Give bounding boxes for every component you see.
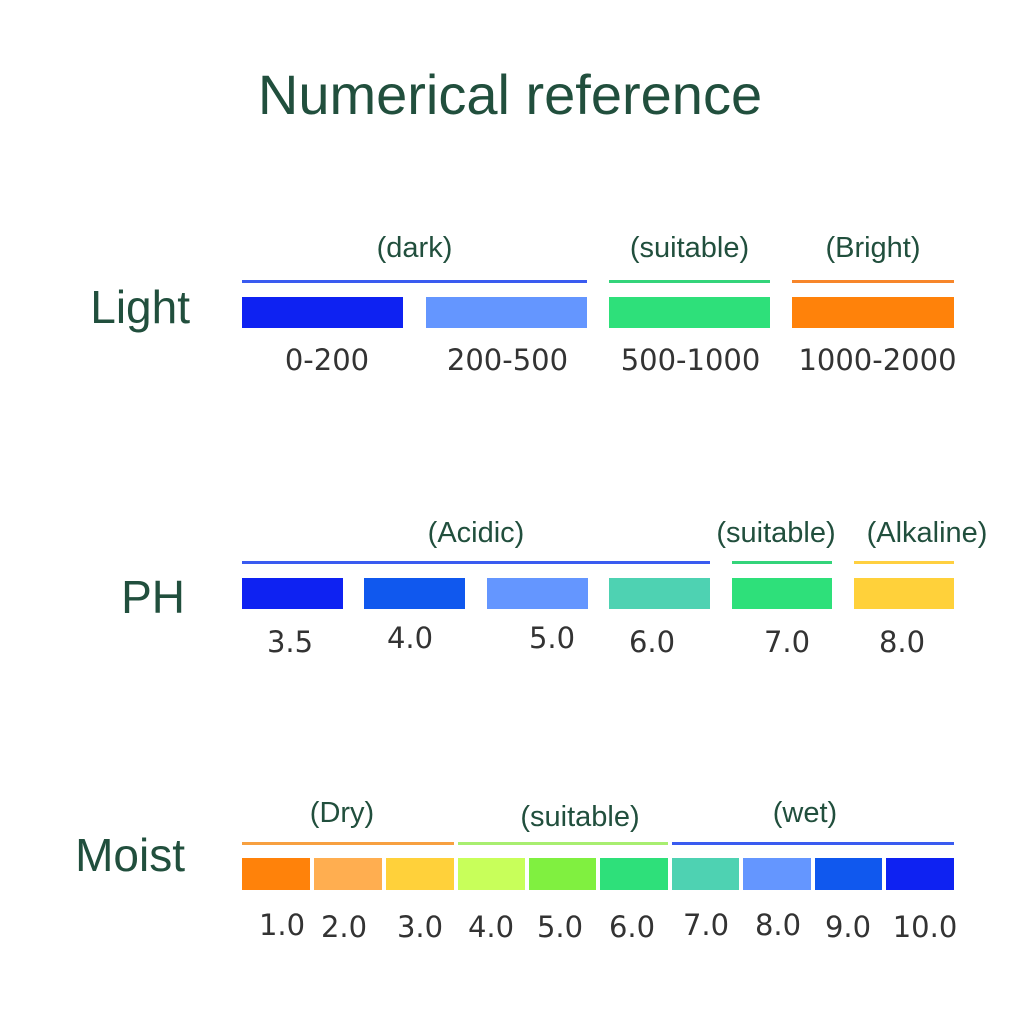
moist-swatch-3: [458, 858, 525, 890]
light-value-3: 1000-2000: [798, 343, 957, 377]
moist-group-wet-label: (wet): [772, 797, 838, 829]
moist-value-3: 4.0: [467, 910, 515, 944]
ph-value-4: 7.0: [763, 625, 811, 659]
ph-swatch-1: [364, 578, 465, 609]
ph-swatch-3: [609, 578, 710, 609]
page-title: Numerical reference: [257, 63, 763, 126]
moist-group-suitable-label: (suitable): [520, 801, 640, 833]
moist-value-9: 10.0: [892, 910, 958, 944]
moist-swatch-8: [815, 858, 882, 890]
ph-value-3: 6.0: [628, 625, 676, 659]
light-swatch-1: [426, 297, 587, 328]
moist-swatch-5: [600, 858, 668, 890]
light-group-suitable-line: [609, 280, 770, 283]
moist-group-dry-line: [242, 842, 454, 845]
light-swatch-3: [792, 297, 954, 328]
moist-value-6: 7.0: [682, 908, 730, 942]
light-group-bright-line: [792, 280, 954, 283]
light-group-suitable-label: (suitable): [629, 232, 750, 264]
ph-value-0: 3.5: [266, 625, 314, 659]
light-row-label: Light: [90, 281, 190, 333]
ph-row-label: PH: [121, 571, 185, 623]
moist-value-8: 9.0: [824, 910, 872, 944]
light-value-1: 200-500: [446, 343, 569, 377]
light-group-dark-line: [242, 280, 587, 283]
ph-value-2: 5.0: [528, 621, 576, 655]
ph-value-1: 4.0: [386, 621, 434, 655]
moist-group-suitable-line: [458, 842, 668, 845]
light-value-0: 0-200: [284, 343, 370, 377]
light-swatch-2: [609, 297, 770, 328]
light-group-bright-label: (Bright): [825, 232, 921, 264]
ph-group-alkaline-label: (Alkaline): [866, 517, 988, 549]
ph-group-acidic-label: (Acidic): [427, 517, 525, 549]
moist-value-1: 2.0: [320, 910, 368, 944]
ph-group-alkaline-line: [854, 561, 954, 564]
moist-group-dry-label: (Dry): [309, 797, 375, 829]
moist-swatch-0: [242, 858, 310, 890]
ph-group-suitable-line: [732, 561, 832, 564]
moist-swatch-4: [529, 858, 596, 890]
light-value-2: 500-1000: [620, 343, 761, 377]
light-swatch-0: [242, 297, 403, 328]
moist-swatch-7: [743, 858, 811, 890]
moist-swatch-1: [314, 858, 382, 890]
moist-group-wet-line: [672, 842, 954, 845]
moist-swatch-2: [386, 858, 454, 890]
ph-group-acidic-line: [242, 561, 710, 564]
ph-swatch-0: [242, 578, 343, 609]
ph-swatch-5: [854, 578, 954, 609]
moist-value-2: 3.0: [396, 910, 444, 944]
ph-value-5: 8.0: [878, 625, 926, 659]
moist-value-7: 8.0: [754, 908, 802, 942]
moist-row-label: Moist: [75, 829, 185, 881]
ph-group-suitable-label: (suitable): [716, 517, 836, 549]
ph-swatch-2: [487, 578, 588, 609]
moist-value-5: 6.0: [608, 910, 656, 944]
ph-swatch-4: [732, 578, 832, 609]
moist-swatch-9: [886, 858, 954, 890]
moist-value-4: 5.0: [536, 910, 584, 944]
moist-value-0: 1.0: [258, 908, 306, 942]
moist-swatch-6: [672, 858, 739, 890]
light-group-dark-label: (dark): [376, 232, 453, 264]
